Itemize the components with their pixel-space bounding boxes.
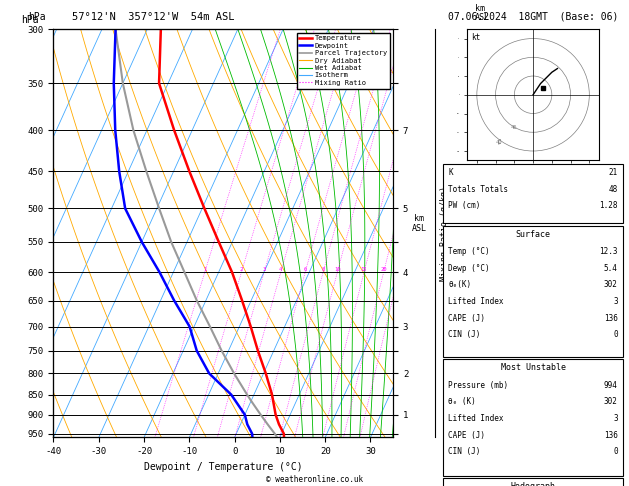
Text: 0: 0 [613, 330, 618, 339]
Text: θₑ (K): θₑ (K) [448, 398, 476, 406]
Text: 3: 3 [613, 414, 618, 423]
Text: kt: kt [471, 33, 481, 42]
Text: Dewp (°C): Dewp (°C) [448, 264, 490, 273]
Text: CIN (J): CIN (J) [448, 330, 481, 339]
Text: CAPE (J): CAPE (J) [448, 431, 486, 440]
X-axis label: Dewpoint / Temperature (°C): Dewpoint / Temperature (°C) [144, 462, 303, 472]
Y-axis label: hPa: hPa [21, 15, 38, 25]
Text: 4: 4 [279, 267, 282, 273]
Text: 1LCL: 1LCL [0, 485, 1, 486]
Text: 1: 1 [203, 267, 206, 273]
Text: θₑ(K): θₑ(K) [448, 280, 472, 290]
Text: 12.3: 12.3 [599, 247, 618, 256]
Text: hPa: hPa [28, 12, 46, 22]
Text: 1.28: 1.28 [599, 201, 618, 210]
Text: 136: 136 [604, 314, 618, 323]
Text: Surface: Surface [516, 230, 550, 239]
Text: Lifted Index: Lifted Index [448, 297, 504, 306]
Text: 8: 8 [321, 267, 325, 273]
Text: 46: 46 [511, 124, 517, 129]
Text: 57°12'N  357°12'W  54m ASL: 57°12'N 357°12'W 54m ASL [72, 12, 235, 22]
Text: 6: 6 [304, 267, 307, 273]
Text: 48: 48 [608, 185, 618, 194]
Text: 302: 302 [604, 398, 618, 406]
Text: 994: 994 [604, 381, 618, 390]
Text: Pressure (mb): Pressure (mb) [448, 381, 509, 390]
Text: CAPE (J): CAPE (J) [448, 314, 486, 323]
Text: CIN (J): CIN (J) [448, 447, 481, 456]
Text: 21: 21 [608, 168, 618, 177]
Text: 302: 302 [604, 280, 618, 290]
Text: 10: 10 [334, 267, 340, 273]
Text: Lifted Index: Lifted Index [448, 414, 504, 423]
Text: 15: 15 [361, 267, 367, 273]
Text: Most Unstable: Most Unstable [501, 363, 565, 372]
Text: 20: 20 [381, 267, 387, 273]
Text: km
ASL: km ASL [475, 4, 490, 22]
Legend: Temperature, Dewpoint, Parcel Trajectory, Dry Adiabat, Wet Adiabat, Isotherm, Mi: Temperature, Dewpoint, Parcel Trajectory… [296, 33, 389, 88]
Text: 136: 136 [604, 431, 618, 440]
Text: © weatheronline.co.uk: © weatheronline.co.uk [266, 474, 363, 484]
Y-axis label: Mixing Ratio (g/kg): Mixing Ratio (g/kg) [440, 186, 449, 281]
Text: Hodograph: Hodograph [511, 482, 555, 486]
Text: Totals Totals: Totals Totals [448, 185, 509, 194]
Text: K: K [448, 168, 453, 177]
Y-axis label: km
ASL: km ASL [412, 214, 427, 233]
Text: 2: 2 [240, 267, 243, 273]
Text: 07.06.2024  18GMT  (Base: 06): 07.06.2024 18GMT (Base: 06) [448, 12, 618, 22]
Text: 5.4: 5.4 [604, 264, 618, 273]
Text: 0: 0 [613, 447, 618, 456]
Text: PW (cm): PW (cm) [448, 201, 481, 210]
Text: Temp (°C): Temp (°C) [448, 247, 490, 256]
Text: 3: 3 [613, 297, 618, 306]
Text: 4β: 4β [496, 139, 502, 144]
Text: 3: 3 [262, 267, 265, 273]
